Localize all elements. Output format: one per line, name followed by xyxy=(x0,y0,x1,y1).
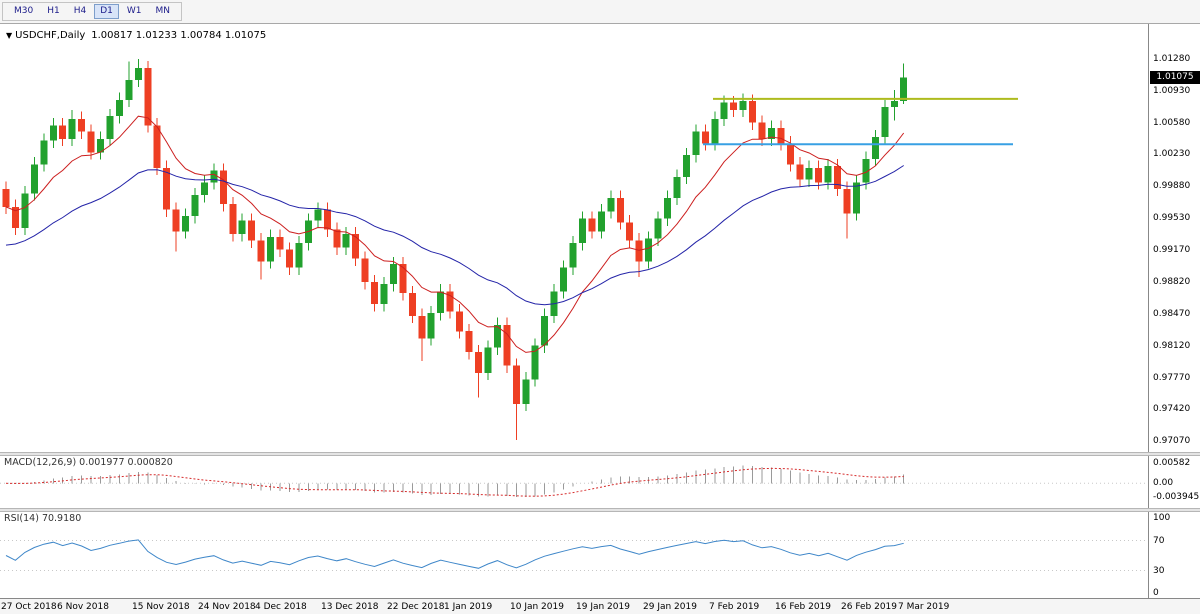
current-price-tag: 1.01075 xyxy=(1150,71,1200,84)
rsi-axis-label: 30 xyxy=(1153,566,1165,576)
macd-histogram xyxy=(14,465,905,497)
pane-splitter[interactable] xyxy=(0,508,1200,512)
timeframe-button-m30[interactable]: M30 xyxy=(8,4,39,19)
time-axis-label: 16 Feb 2019 xyxy=(775,602,832,612)
candles[interactable] xyxy=(2,59,908,441)
macd-chart[interactable] xyxy=(0,456,1148,508)
time-axis-label: 7 Feb 2019 xyxy=(709,602,760,612)
macd-pane[interactable]: MACD(12,26,9) 0.001977 0.000820 xyxy=(0,456,1148,508)
ma-slow-line[interactable] xyxy=(5,165,904,306)
price-axis-label: 0.99880 xyxy=(1153,181,1191,191)
time-axis-label: 29 Jan 2019 xyxy=(643,602,697,612)
timeframe-button-group: M30 H1 H4 D1 W1 MN xyxy=(2,2,182,21)
price-axis-label: 1.00580 xyxy=(1153,118,1191,128)
price-axis-label: 0.97420 xyxy=(1153,404,1191,414)
macd-axis-label: -0.003945 xyxy=(1153,492,1200,502)
macd-axis[interactable]: 0.00582 0.00 -0.003945 xyxy=(1148,456,1200,508)
time-axis-label: 1 Jan 2019 xyxy=(444,602,493,612)
rsi-axis-label: 100 xyxy=(1153,513,1171,523)
price-axis-label: 1.00230 xyxy=(1153,149,1191,159)
timeframe-button-h4[interactable]: H4 xyxy=(68,4,93,19)
time-axis-label: 19 Jan 2019 xyxy=(576,602,630,612)
price-axis-label: 0.97070 xyxy=(1153,436,1191,446)
one-click-trading-toggle-icon[interactable]: ▼ xyxy=(6,31,13,40)
macd-axis-label: 0.00582 xyxy=(1153,458,1191,468)
candlestick-chart[interactable] xyxy=(0,24,1148,452)
time-axis-label: 10 Jan 2019 xyxy=(510,602,564,612)
time-axis-label: 4 Dec 2018 xyxy=(255,602,307,612)
macd-axis-label: 0.00 xyxy=(1153,478,1174,488)
time-axis-label: 26 Feb 2019 xyxy=(841,602,898,612)
timeframe-button-d1[interactable]: D1 xyxy=(94,4,119,19)
rsi-pane[interactable]: RSI(14) 70.9180 xyxy=(0,512,1148,598)
ohlc-values-label: 1.00817 1.01233 1.00784 1.01075 xyxy=(91,30,267,41)
time-axis-label: 6 Nov 2018 xyxy=(57,602,109,612)
chart-ohlc-header: ▼ USDCHF,Daily 1.00817 1.01233 1.00784 1.0… xyxy=(6,30,266,41)
main-chart-pane[interactable]: ▼ USDCHF,Daily 1.00817 1.01233 1.00784 1.0… xyxy=(0,24,1148,452)
time-axis[interactable]: 27 Oct 2018 6 Nov 2018 15 Nov 2018 24 Nov 2… xyxy=(0,598,1200,614)
time-axis-label: 27 Oct 2018 xyxy=(1,602,57,612)
price-axis-label: 0.99170 xyxy=(1153,245,1191,255)
price-axis-label: 0.99530 xyxy=(1153,213,1191,223)
price-axis-label: 0.98120 xyxy=(1153,341,1191,351)
timeframe-button-w1[interactable]: W1 xyxy=(121,4,148,19)
price-axis-label: 1.00930 xyxy=(1153,86,1191,96)
macd-header-label: MACD(12,26,9) 0.001977 0.000820 xyxy=(4,457,173,468)
price-axis-label: 0.98820 xyxy=(1153,277,1191,287)
rsi-chart[interactable] xyxy=(0,512,1148,598)
price-axis-label: 0.98470 xyxy=(1153,309,1191,319)
time-axis-label: 15 Nov 2018 xyxy=(132,602,190,612)
price-axis[interactable]: 1.01075 1.01280 1.00930 1.00580 1.00230 0.99… xyxy=(1148,24,1200,452)
timeframe-button-h1[interactable]: H1 xyxy=(41,4,66,19)
ma-fast-line[interactable] xyxy=(5,115,905,353)
price-axis-label: 0.97770 xyxy=(1153,373,1191,383)
pane-splitter[interactable] xyxy=(0,452,1200,456)
macd-signal-line xyxy=(5,467,904,497)
timeframe-toolbar: M30 H1 H4 D1 W1 MN xyxy=(0,0,1200,24)
price-axis-label: 1.01280 xyxy=(1153,54,1191,64)
rsi-axis-label: 70 xyxy=(1153,536,1165,546)
timeframe-button-mn[interactable]: MN xyxy=(150,4,177,19)
time-axis-label: 13 Dec 2018 xyxy=(321,602,379,612)
rsi-axis-label: 0 xyxy=(1153,588,1159,598)
rsi-line xyxy=(5,539,904,569)
symbol-period-label: USDCHF,Daily xyxy=(15,30,86,41)
time-axis-label: 22 Dec 2018 xyxy=(387,602,445,612)
time-axis-label: 7 Mar 2019 xyxy=(898,602,950,612)
time-axis-label: 24 Nov 2018 xyxy=(198,602,256,612)
rsi-axis[interactable]: 100 70 30 0 xyxy=(1148,512,1200,598)
rsi-header-label: RSI(14) 70.9180 xyxy=(4,513,82,524)
